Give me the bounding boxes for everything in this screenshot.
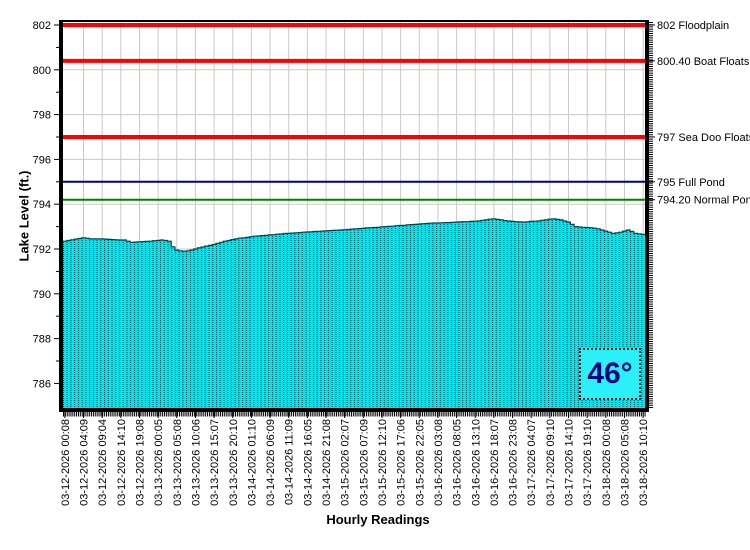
x-tick-label: 03-14-2026 16:05	[302, 419, 314, 506]
temperature-value: 46°	[587, 357, 633, 390]
x-tick-label: 03-18-2026 05:08	[619, 419, 631, 506]
x-tick-label: 03-13-2026 00:05	[153, 419, 165, 506]
x-tick-label: 03-12-2026 00:08	[60, 419, 72, 506]
y-axis-tick-labels: 786 788 790 792 794 796 798 800 802	[33, 20, 51, 390]
x-tick-label: 03-16-2026 23:08	[508, 419, 520, 506]
x-tick-label: 03-17-2026 14:10	[564, 419, 576, 506]
y-tick-label: 786	[33, 378, 51, 390]
axes	[59, 20, 649, 412]
lake-level-area-edge	[63, 218, 645, 252]
y-tick-label: 800	[33, 65, 51, 77]
y-tick-label: 802	[33, 20, 51, 32]
x-tick-label: 03-13-2026 05:08	[172, 419, 184, 506]
x-tick-label: 03-15-2026 12:10	[377, 419, 389, 506]
x-tick-label: 03-14-2026 06:09	[265, 419, 277, 506]
x-tick-label: 03-15-2026 07:09	[358, 419, 370, 506]
reference-line-label: 797 Sea Doo Floats	[657, 132, 750, 144]
y-tick-label: 796	[33, 154, 51, 166]
reference-line-label: 802 Floodplain	[657, 20, 729, 32]
x-tick-label: 03-12-2026 19:08	[134, 419, 146, 506]
x-tick-label: 03-18-2026 10:10	[638, 419, 650, 506]
x-axis-ticks	[64, 412, 644, 418]
x-axis-title: Hourly Readings	[326, 512, 430, 527]
x-tick-label: 03-17-2026 19:10	[582, 419, 594, 506]
x-tick-label: 03-15-2026 02:07	[340, 419, 352, 506]
right-axis-line	[645, 20, 649, 412]
lake-level-area	[63, 218, 645, 408]
y-tick-label: 788	[33, 334, 51, 346]
x-tick-label: 03-13-2026 20:10	[228, 419, 240, 506]
x-tick-label: 03-13-2026 10:06	[190, 419, 202, 506]
x-tick-label: 03-17-2026 04:07	[526, 419, 538, 506]
y-axis-title: Lake Level (ft.)	[16, 170, 32, 262]
x-tick-label: 03-13-2026 15:07	[209, 419, 221, 506]
temperature-badge: 46°	[579, 348, 641, 400]
x-tick-label: 03-14-2026 01:10	[246, 419, 258, 506]
x-tick-label: 03-12-2026 04:09	[79, 419, 91, 506]
y-tick-label: 792	[33, 244, 51, 256]
x-axis-tick-labels: 03-12-2026 00:08 03-12-2026 04:09 03-12-20…	[60, 419, 650, 506]
reference-lines: 802 Floodplain 800.40 Boat Floats 797 Sea …	[63, 20, 750, 207]
y-tick-label: 790	[33, 289, 51, 301]
y-tick-label: 798	[33, 110, 51, 122]
x-tick-label: 03-12-2026 14:10	[116, 419, 128, 506]
top-border	[59, 20, 649, 22]
y-axis-ticks	[54, 24, 59, 384]
x-tick-label: 03-14-2026 11:09	[284, 419, 296, 505]
x-tick-label: 03-17-2026 09:10	[545, 419, 557, 506]
reference-line-label: 795 Full Pond	[657, 177, 725, 189]
reference-line-label: 800.40 Boat Floats	[657, 56, 750, 68]
x-tick-label: 03-16-2026 13:10	[470, 419, 482, 506]
reference-line-label: 794.20 Normal Pond	[657, 195, 750, 207]
x-tick-label: 03-16-2026 18:07	[489, 419, 501, 506]
x-tick-label: 03-16-2026 08:05	[452, 419, 464, 506]
x-tick-label: 03-15-2026 17:06	[396, 419, 408, 506]
y-axis-line	[59, 20, 63, 412]
x-tick-label: 03-14-2026 21:08	[321, 419, 333, 506]
x-tick-label: 03-12-2026 09:04	[97, 419, 109, 506]
x-axis-line	[59, 408, 649, 412]
y-tick-label: 794	[33, 199, 51, 211]
x-tick-label: 03-16-2026 03:08	[433, 419, 445, 506]
x-tick-label: 03-18-2026 00:08	[601, 419, 613, 506]
x-tick-label: 03-15-2026 22:05	[414, 419, 426, 506]
